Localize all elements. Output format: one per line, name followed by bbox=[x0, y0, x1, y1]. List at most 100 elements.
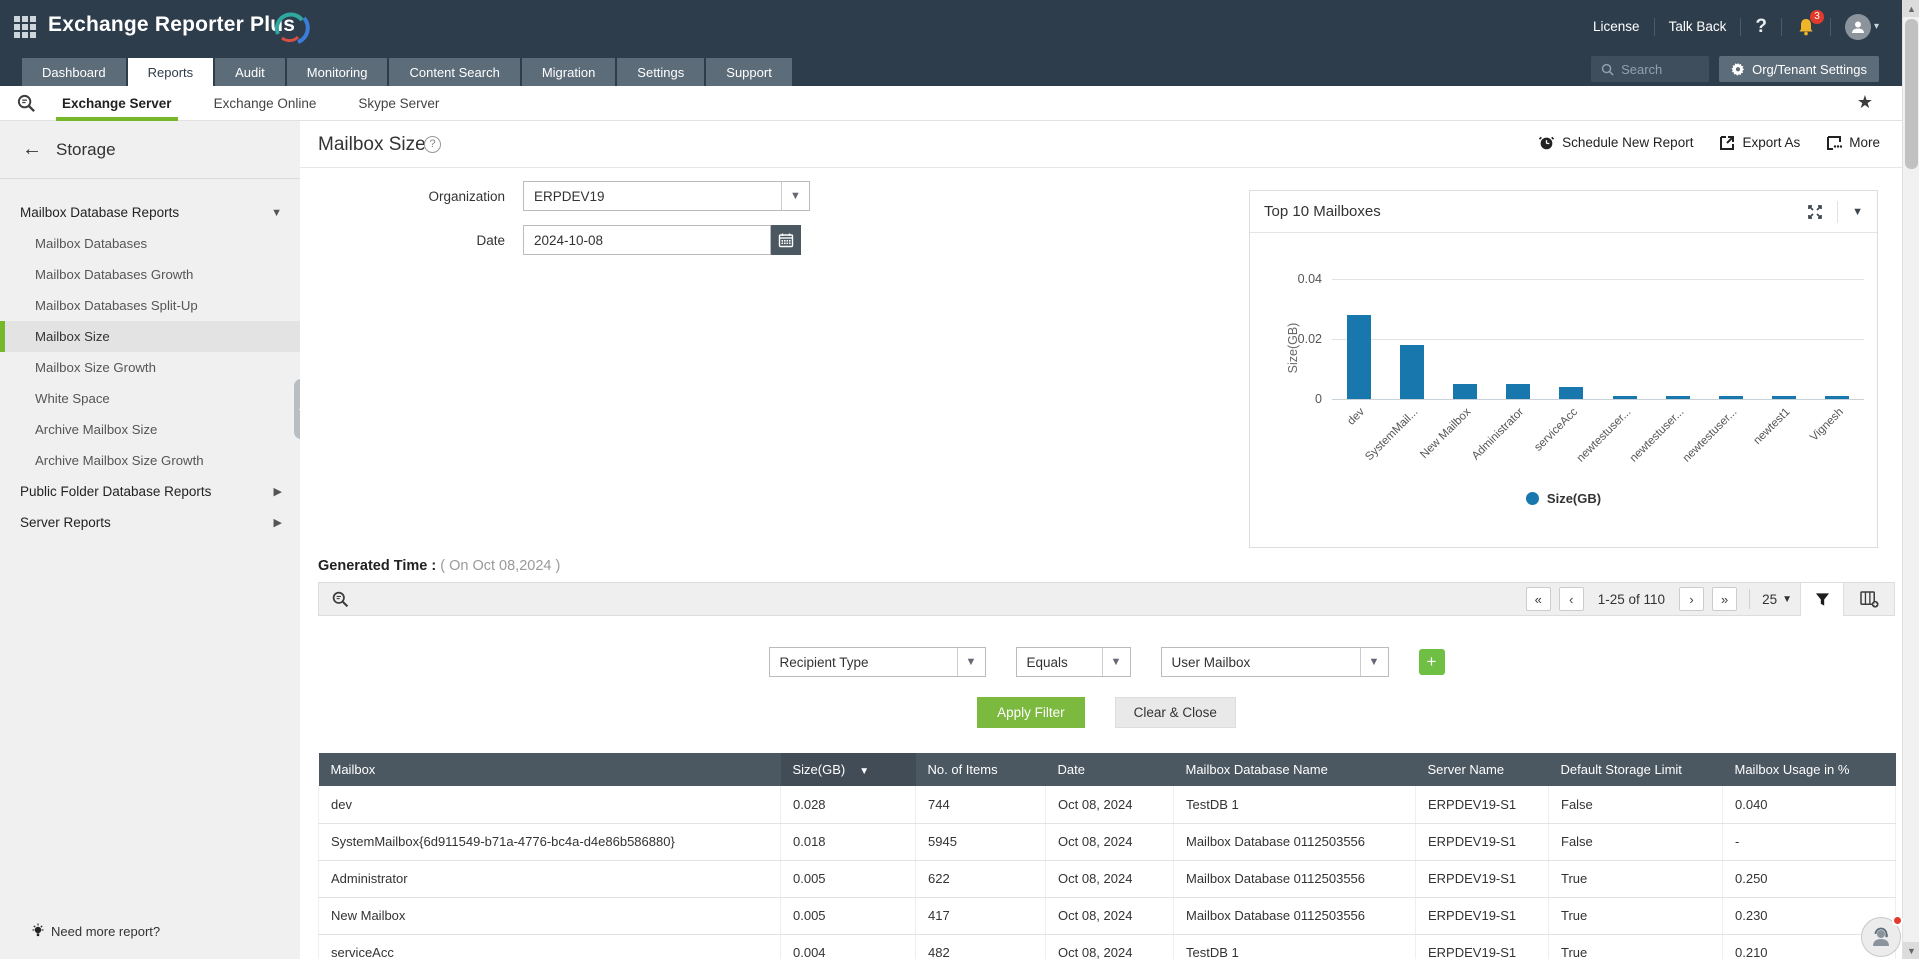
prev-page-button[interactable]: ‹ bbox=[1558, 587, 1584, 611]
expand-chart-icon[interactable] bbox=[1807, 204, 1823, 220]
chart-bar[interactable] bbox=[1651, 279, 1704, 399]
platform-tab[interactable]: Exchange Server bbox=[56, 86, 178, 121]
clear-close-button[interactable]: Clear & Close bbox=[1114, 697, 1236, 728]
sidebar-item[interactable]: Archive Mailbox Size bbox=[35, 422, 158, 437]
chart-menu-caret-icon[interactable]: ▼ bbox=[1852, 205, 1863, 218]
filter-value-select[interactable]: User Mailbox ▼ bbox=[1160, 647, 1389, 677]
scrollbar-thumb[interactable] bbox=[1905, 19, 1918, 169]
chart-bar[interactable] bbox=[1598, 279, 1651, 399]
column-header[interactable]: Server Name bbox=[1415, 753, 1549, 786]
column-header[interactable]: Default Storage Limit bbox=[1548, 753, 1723, 786]
sidebar-item[interactable]: Mailbox Size Growth bbox=[35, 360, 156, 375]
divider bbox=[1780, 17, 1782, 36]
filter-operator-select[interactable]: Equals ▼ bbox=[1015, 647, 1131, 677]
scroll-down-icon[interactable]: ▼ bbox=[1903, 942, 1919, 959]
nav-tab[interactable]: Support bbox=[706, 58, 792, 86]
nav-tab[interactable]: Settings bbox=[617, 58, 705, 86]
back-arrow-icon[interactable]: ← bbox=[22, 138, 42, 160]
talk-back-link[interactable]: Talk Back bbox=[1668, 19, 1727, 34]
platform-tab[interactable]: Skype Server bbox=[358, 96, 440, 111]
user-avatar-menu[interactable]: ▾ bbox=[1844, 13, 1879, 40]
search-icon bbox=[1601, 63, 1614, 76]
chart-bar[interactable] bbox=[1385, 279, 1438, 399]
chart-bar[interactable] bbox=[1545, 279, 1598, 399]
table-toolbar: « ‹ 1-25 of 110 › » 25 ▼ bbox=[318, 582, 1895, 617]
chart-bar[interactable] bbox=[1492, 279, 1545, 399]
help-icon[interactable]: ? bbox=[1755, 15, 1767, 37]
report-help-icon[interactable]: ? bbox=[424, 136, 441, 153]
favorite-star-icon[interactable]: ★ bbox=[1856, 92, 1873, 112]
report-search-icon[interactable] bbox=[16, 93, 37, 114]
apply-filter-button[interactable]: Apply Filter bbox=[977, 697, 1085, 728]
app-launcher-icon[interactable] bbox=[14, 16, 36, 38]
more-button[interactable]: More bbox=[1826, 134, 1880, 151]
sidebar-item[interactable]: Mailbox Databases bbox=[35, 236, 148, 251]
scroll-up-icon[interactable]: ▲ bbox=[1903, 0, 1919, 17]
chart-bar[interactable] bbox=[1811, 279, 1864, 399]
nav-tab[interactable]: Dashboard bbox=[22, 58, 126, 86]
table-row[interactable]: dev 0.028 744 Oct 08, 2024 TestDB 1 ERPDEV19-… bbox=[318, 786, 1896, 824]
license-link[interactable]: License bbox=[1593, 19, 1640, 34]
column-header[interactable]: Date bbox=[1045, 753, 1174, 786]
sidebar-item[interactable]: Archive Mailbox Size Growth bbox=[35, 453, 204, 468]
filter-funnel-button[interactable] bbox=[1800, 582, 1844, 617]
schedule-new-report-button[interactable]: Schedule New Report bbox=[1538, 134, 1693, 151]
add-filter-condition-button[interactable]: + bbox=[1418, 649, 1445, 675]
nav-tab[interactable]: Content Search bbox=[389, 58, 520, 86]
nav-tab[interactable]: Migration bbox=[521, 58, 616, 86]
column-header[interactable]: Size(GB) ▼ bbox=[780, 753, 916, 786]
column-header[interactable]: Mailbox Usage in % bbox=[1722, 753, 1896, 786]
table-search-icon[interactable] bbox=[331, 590, 350, 609]
calendar-icon[interactable] bbox=[771, 225, 801, 255]
vertical-scrollbar[interactable]: ▲ ▼ bbox=[1902, 0, 1919, 959]
nav-tab[interactable]: Audit bbox=[215, 58, 285, 86]
table-row[interactable]: SystemMailbox{6d911549-b71a-4776-bc4a-d4… bbox=[318, 823, 1896, 861]
filter-operator-value: Equals bbox=[1026, 654, 1068, 670]
last-page-button[interactable]: » bbox=[1712, 587, 1738, 611]
chart-bar[interactable] bbox=[1704, 279, 1757, 399]
notifications-bell-icon[interactable]: 3 bbox=[1796, 9, 1824, 37]
page-size-select[interactable]: 25 ▼ bbox=[1762, 592, 1792, 607]
table-cell: New Mailbox bbox=[318, 897, 781, 935]
sidebar-group-mailbox-database-reports[interactable]: Mailbox Database Reports ▼ bbox=[0, 197, 300, 228]
sidebar-group[interactable]: Server Reports ▶ bbox=[0, 507, 300, 538]
table-cell: False bbox=[1548, 823, 1723, 861]
pagination-range: 1-25 of 110 bbox=[1597, 591, 1666, 607]
need-more-report-link[interactable]: Need more report? bbox=[30, 923, 160, 939]
chart-bar[interactable] bbox=[1758, 279, 1811, 399]
chart-bar[interactable] bbox=[1438, 279, 1491, 399]
sidebar-item[interactable]: Mailbox Databases Growth bbox=[35, 267, 194, 282]
chart-legend[interactable]: Size(GB) bbox=[1250, 491, 1877, 506]
table-row[interactable]: serviceAcc 0.004 482 Oct 08, 2024 TestDB 1 ER… bbox=[318, 934, 1896, 959]
avatar-icon bbox=[1844, 13, 1871, 40]
organization-select[interactable]: ERPDEV19 ▼ bbox=[523, 181, 810, 211]
org-tenant-settings-button[interactable]: Org/Tenant Settings bbox=[1719, 56, 1879, 82]
table-cell: 622 bbox=[915, 860, 1046, 898]
nav-tab[interactable]: Monitoring bbox=[286, 58, 388, 86]
column-header[interactable]: Mailbox Database Name bbox=[1173, 753, 1416, 786]
platform-tab[interactable]: Exchange Online bbox=[213, 96, 317, 111]
date-input[interactable] bbox=[523, 225, 771, 255]
table-row[interactable]: Administrator 0.005 622 Oct 08, 2024 Mailbox… bbox=[318, 860, 1896, 898]
column-header[interactable]: Mailbox bbox=[318, 753, 781, 786]
add-remove-columns-button[interactable] bbox=[1852, 585, 1886, 613]
table-cell: serviceAcc bbox=[318, 934, 781, 959]
top-header-bar: Exchange Reporter Plus License Talk Back… bbox=[0, 0, 1919, 53]
sidebar-group[interactable]: Public Folder Database Reports ▶ bbox=[0, 476, 300, 507]
chat-notification-dot bbox=[1892, 915, 1903, 926]
table-cell: ERPDEV19-S1 bbox=[1415, 823, 1549, 861]
nav-tab[interactable]: Reports bbox=[127, 58, 214, 86]
column-header[interactable]: No. of Items bbox=[915, 753, 1046, 786]
export-as-button[interactable]: Export As bbox=[1719, 134, 1800, 151]
global-search-input[interactable]: Search bbox=[1591, 56, 1710, 82]
filter-field-select[interactable]: Recipient Type ▼ bbox=[768, 647, 986, 677]
chart-x-label: Vignesh bbox=[1808, 406, 1846, 444]
table-row[interactable]: New Mailbox 0.005 417 Oct 08, 2024 Mailbox D… bbox=[318, 897, 1896, 935]
y-tick: 0 bbox=[1315, 392, 1322, 406]
chart-bar[interactable] bbox=[1332, 279, 1385, 399]
next-page-button[interactable]: › bbox=[1679, 587, 1705, 611]
sidebar-item[interactable]: White Space bbox=[35, 391, 110, 406]
sidebar-item[interactable]: Mailbox Databases Split-Up bbox=[35, 298, 198, 313]
first-page-button[interactable]: « bbox=[1525, 587, 1551, 611]
sidebar-item[interactable]: Mailbox Size bbox=[0, 321, 300, 352]
